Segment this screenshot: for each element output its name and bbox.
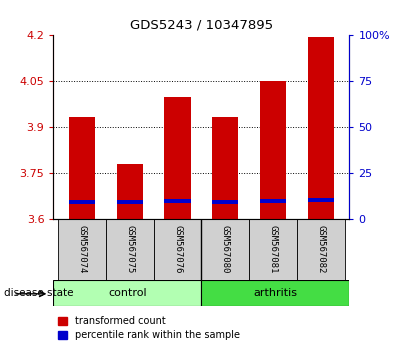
Bar <box>164 199 191 203</box>
Bar <box>69 117 95 219</box>
Bar <box>307 198 334 202</box>
Bar <box>249 219 297 280</box>
Text: GSM567074: GSM567074 <box>78 225 87 274</box>
Text: control: control <box>108 288 147 298</box>
Bar <box>212 200 238 204</box>
Bar <box>201 219 249 280</box>
Bar <box>164 97 191 219</box>
Text: GSM567080: GSM567080 <box>221 225 230 274</box>
Bar <box>117 200 143 204</box>
Bar <box>260 199 286 203</box>
Bar <box>53 280 201 306</box>
Bar <box>154 219 201 280</box>
Bar <box>58 219 106 280</box>
Bar <box>201 280 349 306</box>
Text: GSM567082: GSM567082 <box>316 225 325 274</box>
Bar <box>117 164 143 219</box>
Text: GSM567081: GSM567081 <box>268 225 277 274</box>
Bar <box>297 219 344 280</box>
Bar <box>260 81 286 219</box>
Bar <box>69 200 95 204</box>
Text: GSM567076: GSM567076 <box>173 225 182 274</box>
Bar <box>307 37 334 219</box>
Text: GSM567075: GSM567075 <box>125 225 134 274</box>
Legend: transformed count, percentile rank within the sample: transformed count, percentile rank withi… <box>58 316 240 340</box>
Bar <box>212 117 238 219</box>
Text: disease state: disease state <box>4 288 74 298</box>
Bar <box>106 219 154 280</box>
Text: arthritis: arthritis <box>253 288 298 298</box>
Title: GDS5243 / 10347895: GDS5243 / 10347895 <box>130 18 273 32</box>
